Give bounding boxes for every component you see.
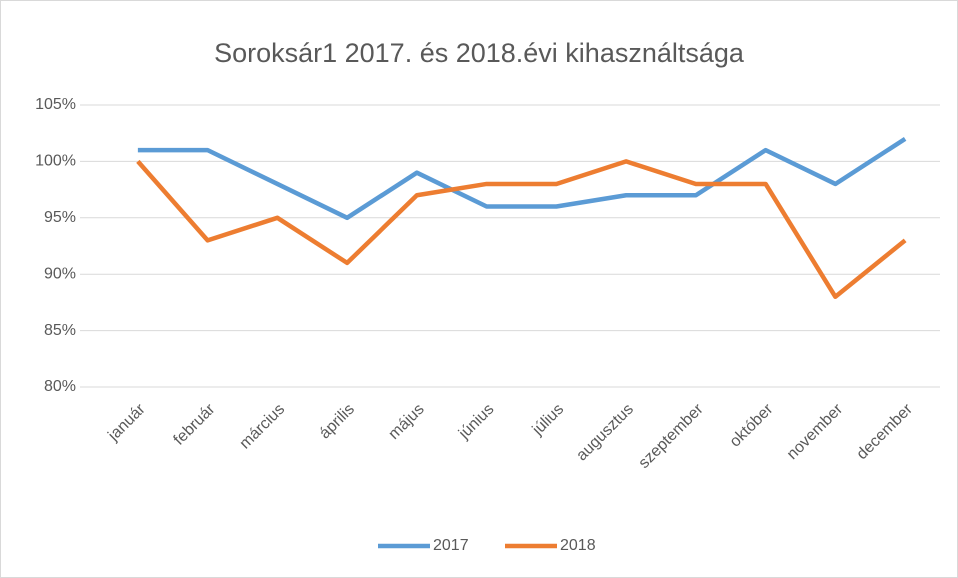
y-tick-label: 105%	[35, 96, 76, 113]
legend-label: 2017	[433, 537, 469, 554]
y-tick-label: 85%	[44, 322, 76, 339]
line-series	[137, 136, 907, 221]
line-series	[136, 159, 907, 300]
y-tick-label: 90%	[44, 265, 76, 282]
y-tick-label: 80%	[44, 378, 76, 395]
chart-title: Soroksár1 2017. és 2018.évi kihasználtsá…	[214, 38, 745, 68]
y-tick-label: 95%	[44, 209, 76, 226]
legend-label: 2018	[560, 537, 596, 554]
y-tick-label: 100%	[35, 153, 76, 170]
